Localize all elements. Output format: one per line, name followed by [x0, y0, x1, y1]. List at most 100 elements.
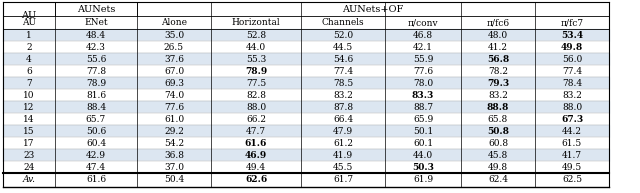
Text: ENet: ENet [84, 18, 108, 27]
Text: 54.6: 54.6 [333, 54, 353, 63]
Text: 29.2: 29.2 [164, 126, 184, 135]
Text: 65.9: 65.9 [413, 114, 433, 124]
Text: 45.8: 45.8 [488, 151, 508, 159]
Text: 50.6: 50.6 [86, 126, 106, 135]
Text: 46.8: 46.8 [413, 30, 433, 40]
Text: 82.8: 82.8 [246, 91, 266, 100]
Text: 49.8: 49.8 [561, 42, 583, 52]
Text: 44.0: 44.0 [413, 151, 433, 159]
Text: 83.2: 83.2 [333, 91, 353, 100]
Text: 61.6: 61.6 [245, 139, 267, 147]
Bar [3, 29, 609, 41]
Text: Horizontal: Horizontal [232, 18, 280, 27]
Text: 56.0: 56.0 [562, 54, 582, 63]
Text: π/fc7: π/fc7 [561, 18, 584, 27]
Bar [3, 53, 609, 65]
Text: 26.5: 26.5 [164, 42, 184, 52]
Text: 45.5: 45.5 [333, 163, 353, 172]
Text: 49.4: 49.4 [246, 163, 266, 172]
Text: 77.4: 77.4 [333, 67, 353, 75]
Text: 77.6: 77.6 [164, 102, 184, 112]
Bar [3, 125, 609, 137]
Text: 77.5: 77.5 [246, 79, 266, 87]
Text: 44.2: 44.2 [562, 126, 582, 135]
Text: 77.8: 77.8 [86, 67, 106, 75]
Text: 55.3: 55.3 [246, 54, 266, 63]
Text: 79.3: 79.3 [487, 79, 509, 87]
Text: 62.4: 62.4 [488, 175, 508, 185]
Text: 77.6: 77.6 [413, 67, 433, 75]
Text: 83.3: 83.3 [412, 91, 434, 100]
Text: 55.6: 55.6 [86, 54, 106, 63]
Bar [3, 149, 609, 161]
Text: Alone: Alone [161, 18, 187, 27]
Text: 52.0: 52.0 [333, 30, 353, 40]
Text: 88.4: 88.4 [86, 102, 106, 112]
Text: 42.1: 42.1 [413, 42, 433, 52]
Text: 87.8: 87.8 [333, 102, 353, 112]
Text: 42.9: 42.9 [86, 151, 106, 159]
Text: 47.7: 47.7 [246, 126, 266, 135]
Text: 61.9: 61.9 [413, 175, 433, 185]
Text: 61.0: 61.0 [164, 114, 184, 124]
Text: 66.2: 66.2 [246, 114, 266, 124]
Text: 54.2: 54.2 [164, 139, 184, 147]
Text: 78.0: 78.0 [413, 79, 433, 87]
Text: 78.5: 78.5 [333, 79, 353, 87]
Text: 48.4: 48.4 [86, 30, 106, 40]
Text: 49.5: 49.5 [562, 163, 582, 172]
Text: 2: 2 [26, 42, 32, 52]
Text: π/fc6: π/fc6 [486, 18, 509, 27]
Text: AUNets: AUNets [77, 4, 115, 14]
Text: AU: AU [21, 11, 36, 20]
Text: 23: 23 [24, 151, 35, 159]
Text: 88.0: 88.0 [246, 102, 266, 112]
Text: 65.7: 65.7 [86, 114, 106, 124]
Text: 88.0: 88.0 [562, 102, 582, 112]
Text: 17: 17 [23, 139, 35, 147]
Text: 67.3: 67.3 [561, 114, 583, 124]
Text: 6: 6 [26, 67, 32, 75]
Text: 50.8: 50.8 [487, 126, 509, 135]
Text: 78.4: 78.4 [562, 79, 582, 87]
Text: 65.8: 65.8 [488, 114, 508, 124]
Text: 74.0: 74.0 [164, 91, 184, 100]
Bar [3, 161, 609, 173]
Text: 60.4: 60.4 [86, 139, 106, 147]
Text: 1: 1 [26, 30, 32, 40]
Text: 56.8: 56.8 [487, 54, 509, 63]
Text: 47.9: 47.9 [333, 126, 353, 135]
Text: 15: 15 [23, 126, 35, 135]
Bar [3, 137, 609, 149]
Text: 61.6: 61.6 [86, 175, 106, 185]
Text: 37.6: 37.6 [164, 54, 184, 63]
Text: 69.3: 69.3 [164, 79, 184, 87]
Bar [3, 173, 609, 187]
Text: 60.8: 60.8 [488, 139, 508, 147]
Text: π/conv: π/conv [408, 18, 438, 27]
Text: 49.8: 49.8 [488, 163, 508, 172]
Text: Channels: Channels [322, 18, 364, 27]
Text: 61.7: 61.7 [333, 175, 353, 185]
Text: 52.8: 52.8 [246, 30, 266, 40]
Text: 53.4: 53.4 [561, 30, 583, 40]
Text: 60.1: 60.1 [413, 139, 433, 147]
Text: 36.8: 36.8 [164, 151, 184, 159]
Bar [3, 77, 609, 89]
Text: 41.9: 41.9 [333, 151, 353, 159]
Text: 14: 14 [23, 114, 35, 124]
Text: 78.2: 78.2 [488, 67, 508, 75]
Text: 77.4: 77.4 [562, 67, 582, 75]
Text: 10: 10 [23, 91, 35, 100]
Text: 42.3: 42.3 [86, 42, 106, 52]
Text: AUNets+OF: AUNets+OF [342, 4, 404, 14]
Text: 7: 7 [26, 79, 32, 87]
Text: 61.5: 61.5 [562, 139, 582, 147]
Text: AU: AU [22, 18, 36, 27]
Text: 48.0: 48.0 [488, 30, 508, 40]
Text: 50.3: 50.3 [412, 163, 434, 172]
Bar [3, 101, 609, 113]
Bar [3, 16, 609, 29]
Text: 78.9: 78.9 [86, 79, 106, 87]
Text: 50.1: 50.1 [413, 126, 433, 135]
